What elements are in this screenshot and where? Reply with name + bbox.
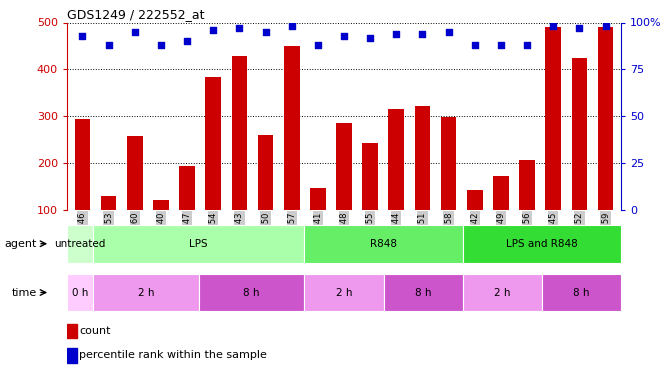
Point [261,29,271,35]
Bar [94,274,199,311]
Point [601,23,611,29]
Bar [206,77,221,257]
Text: LPS and R848: LPS and R848 [506,239,578,249]
Point [522,42,532,48]
Bar [284,46,299,257]
Text: 8 h: 8 h [243,288,260,297]
Point [496,42,506,48]
Text: count: count [79,326,111,336]
Bar [232,56,247,257]
Text: 2 h: 2 h [494,288,510,297]
Point [77,33,88,39]
Text: GDS1249 / 222552_at: GDS1249 / 222552_at [67,8,204,21]
Bar [305,274,383,311]
Bar [572,58,587,257]
Bar [519,160,535,257]
Bar [305,225,463,262]
Text: LPS: LPS [190,239,208,249]
Bar [441,117,456,257]
Bar [258,135,273,257]
Point [130,29,140,35]
Bar [493,176,509,257]
Text: R848: R848 [370,239,397,249]
Point [313,42,323,48]
Bar [336,123,352,257]
Bar [362,143,378,257]
Bar [153,200,169,257]
Point [444,29,454,35]
Point [208,27,218,33]
Bar [542,274,621,311]
Bar [67,324,77,338]
Point [339,33,349,39]
Bar [383,274,463,311]
Text: 8 h: 8 h [415,288,432,297]
Bar [94,225,305,262]
Text: 0 h: 0 h [72,288,88,297]
Point [365,34,375,40]
Bar [75,118,90,257]
Text: time: time [11,288,37,297]
Bar [310,188,326,257]
Bar [67,348,77,363]
Bar [545,27,561,257]
Bar [67,274,94,311]
Point [156,42,166,48]
Point [548,23,558,29]
Point [287,23,297,29]
Text: 2 h: 2 h [336,288,352,297]
Text: untreated: untreated [54,239,106,249]
Bar [598,27,613,257]
Point [182,38,192,44]
Bar [463,225,621,262]
Bar [389,109,404,257]
Bar [199,274,305,311]
Text: percentile rank within the sample: percentile rank within the sample [79,350,267,360]
Bar [179,166,195,257]
Text: agent: agent [5,239,37,249]
Point [417,31,428,37]
Point [234,25,244,31]
Bar [67,225,94,262]
Point [104,42,114,48]
Bar [463,274,542,311]
Bar [101,196,116,257]
Bar [127,136,143,257]
Point [574,25,584,31]
Point [391,31,401,37]
Bar [415,106,430,257]
Text: 8 h: 8 h [573,288,590,297]
Bar [467,190,483,257]
Text: 2 h: 2 h [138,288,154,297]
Point [470,42,480,48]
